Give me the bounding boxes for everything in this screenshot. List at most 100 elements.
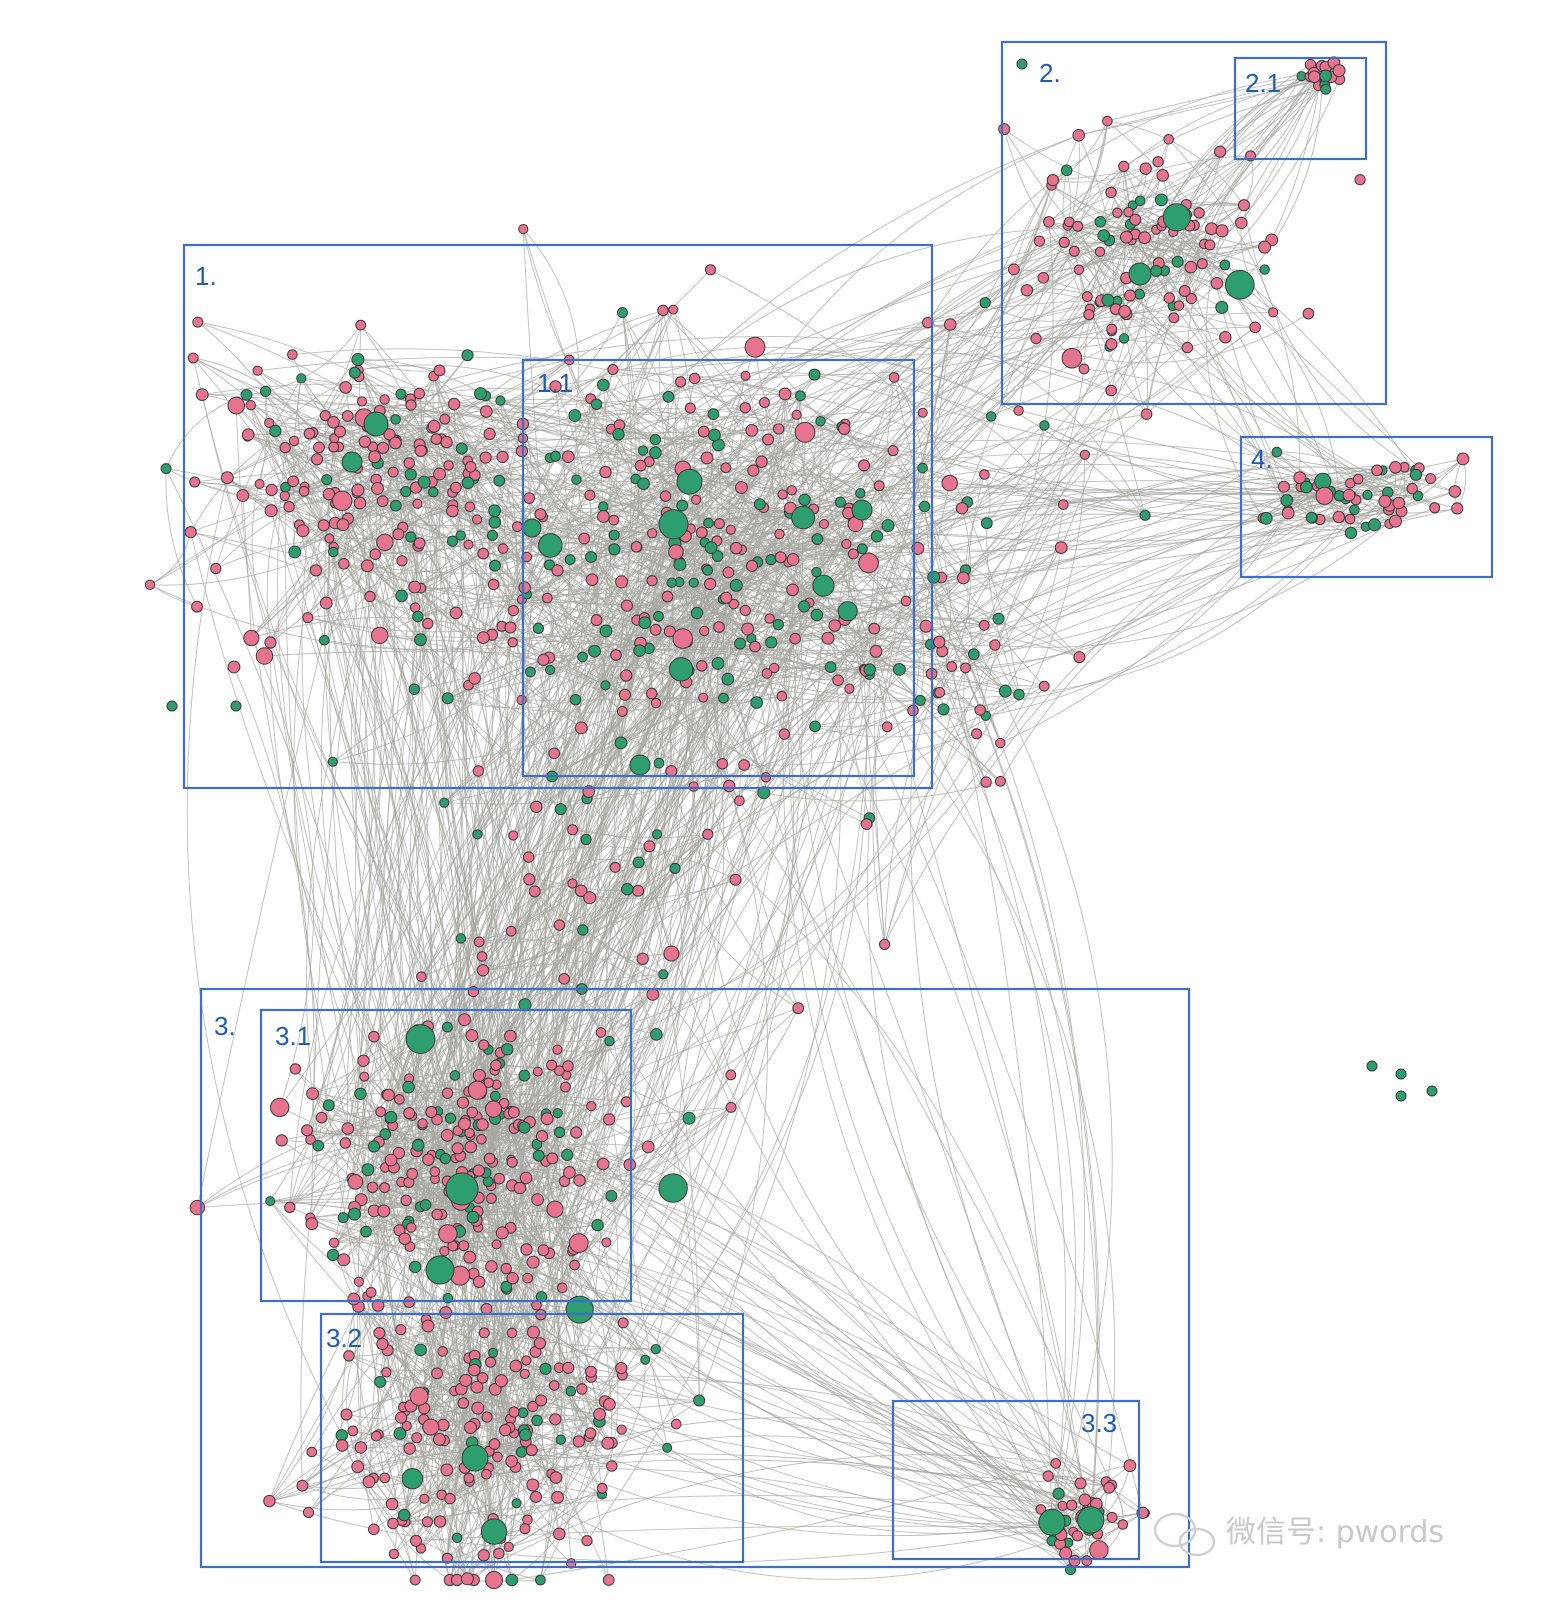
green-node xyxy=(621,883,634,896)
network-edge xyxy=(360,1360,527,1448)
pink-node xyxy=(583,891,597,905)
green-node xyxy=(337,1212,349,1224)
green-node xyxy=(1139,509,1151,521)
pink-node xyxy=(560,1081,571,1093)
network-edge xyxy=(853,300,1118,555)
pink-node xyxy=(794,421,816,443)
network-edge xyxy=(694,378,1064,505)
cluster-label-layer: 1. 1.1 2. 2.1 3. 3.1 3.2 3.3 4. xyxy=(195,58,1281,1438)
green-node xyxy=(487,529,498,541)
network-edge xyxy=(965,499,1357,669)
pink-node xyxy=(430,433,443,445)
pink-node xyxy=(601,1436,615,1450)
network-edge xyxy=(269,1405,412,1502)
pink-node xyxy=(287,475,300,488)
network-edge xyxy=(662,310,1098,1504)
network-edge xyxy=(965,510,1402,669)
network-edge xyxy=(787,499,1066,1522)
green-node xyxy=(480,1518,508,1545)
pink-node xyxy=(414,444,427,457)
pink-node xyxy=(672,628,694,649)
network-edge xyxy=(308,1481,370,1513)
pink-node xyxy=(1118,305,1132,318)
pink-node xyxy=(189,1199,206,1216)
green-node xyxy=(555,1434,566,1445)
pink-node xyxy=(336,518,350,532)
pink-node xyxy=(1035,1504,1047,1515)
network-edge xyxy=(448,978,565,1192)
pink-node xyxy=(507,637,518,648)
pink-node xyxy=(470,1380,484,1394)
green-node xyxy=(729,578,743,592)
pink-node xyxy=(347,1292,361,1306)
pink-node xyxy=(505,925,517,937)
green-node xyxy=(495,395,506,406)
network-edge xyxy=(557,675,642,1050)
pink-node xyxy=(484,1100,503,1118)
network-edge xyxy=(419,543,1086,1501)
network-edge xyxy=(927,72,1314,323)
green-node xyxy=(979,297,991,309)
pink-node xyxy=(934,686,946,698)
pink-node xyxy=(1163,134,1174,145)
green-node xyxy=(518,1069,531,1082)
green-node xyxy=(668,657,694,682)
network-edge xyxy=(581,523,856,990)
network-edge xyxy=(345,387,548,1119)
pink-node xyxy=(607,364,619,375)
green-node xyxy=(1101,293,1115,307)
green-node xyxy=(585,551,597,563)
network-edge xyxy=(530,308,1116,673)
green-node xyxy=(893,663,906,676)
pink-node xyxy=(362,1475,376,1489)
network-edge xyxy=(688,627,1080,672)
green-node xyxy=(649,434,661,446)
network-edge xyxy=(613,241,1065,550)
network-edge xyxy=(506,839,587,1050)
network-edge xyxy=(488,1467,1053,1580)
pink-node xyxy=(1138,231,1151,245)
network-edge xyxy=(483,512,803,1556)
network-edge xyxy=(1239,80,1323,286)
green-node xyxy=(629,754,651,776)
network-edge xyxy=(565,1163,604,1495)
pink-node xyxy=(1061,347,1083,369)
network-edge xyxy=(257,356,570,372)
green-node xyxy=(341,451,363,473)
pink-node xyxy=(523,851,535,863)
green-node xyxy=(488,504,502,518)
green-node xyxy=(230,700,242,712)
network-edge xyxy=(672,637,829,1189)
pink-node xyxy=(433,1515,447,1528)
pink-node xyxy=(439,413,451,425)
cluster-box-layer xyxy=(182,40,1494,1569)
pink-node xyxy=(220,471,234,485)
network-edge xyxy=(489,1034,657,1160)
pink-node xyxy=(1181,341,1194,354)
pink-node xyxy=(440,435,453,449)
green-node xyxy=(260,385,272,397)
network-edge xyxy=(308,1319,427,1513)
green-node xyxy=(405,531,417,543)
pink-node xyxy=(370,1430,382,1442)
network-edge xyxy=(938,326,1256,643)
pink-node xyxy=(777,489,788,500)
green-node xyxy=(633,644,646,657)
pink-node xyxy=(472,1068,486,1082)
pink-node xyxy=(620,669,633,682)
network-edge xyxy=(321,1117,1056,1522)
green-node xyxy=(348,1207,361,1221)
cluster-label-1-1: 1.1 xyxy=(537,368,573,398)
pink-node xyxy=(1008,263,1020,276)
network-edge xyxy=(197,321,544,518)
network-edge xyxy=(1062,170,1112,345)
pink-node xyxy=(1105,186,1117,199)
green-node xyxy=(522,518,542,538)
network-edge xyxy=(193,357,314,433)
network-edge xyxy=(590,353,1019,412)
green-node xyxy=(1395,1068,1407,1080)
pink-node xyxy=(567,878,578,889)
green-node xyxy=(328,546,339,558)
pink-node xyxy=(252,365,263,376)
network-edge xyxy=(405,1379,1107,1483)
